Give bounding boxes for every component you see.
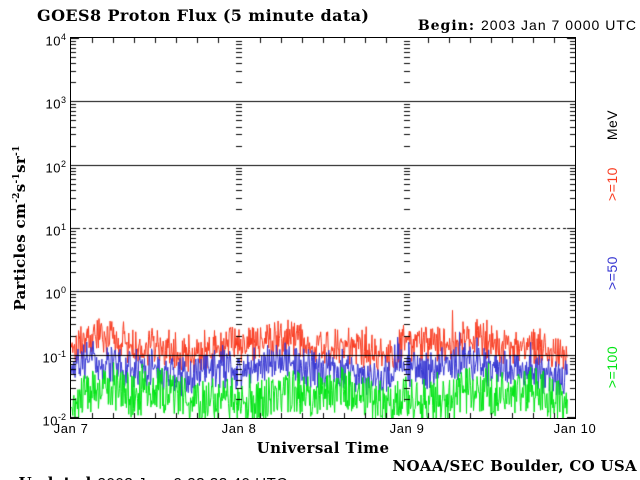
y-tick-label: 100: [45, 285, 66, 302]
y-tick-label: 10-2: [42, 412, 66, 429]
begin-value: 2003 Jan 7 0000 UTC: [481, 17, 637, 33]
flux-plot-canvas: [71, 38, 575, 418]
legend-units-mev: MeV: [604, 109, 620, 141]
y-tick-label: 101: [45, 222, 66, 239]
begin-time: Begin: 2003 Jan 7 0000 UTC: [418, 17, 637, 34]
begin-label: Begin:: [417, 18, 476, 34]
legend-entry-ge10: >=10: [604, 167, 620, 201]
legend-entry-ge50: >=50: [604, 256, 620, 290]
y-tick-label: 102: [45, 158, 66, 175]
x-tick-label: Jan 7: [53, 421, 89, 436]
x-tick-label: Jan 9: [389, 421, 425, 436]
plot-area: [70, 37, 576, 419]
updated-line: Updated 2003 Jan 9 23:33:40 UTC: [2, 457, 288, 480]
y-axis-label-part: -2: [12, 192, 22, 203]
noaa-credit: NOAA/SEC Boulder, CO USA: [392, 457, 637, 475]
y-axis-label-part: -1: [12, 145, 22, 156]
y-tick-label: 104: [45, 32, 66, 49]
y-axis-label-part: s: [11, 183, 29, 193]
x-tick-label: Jan 8: [221, 421, 257, 436]
y-tick-label: 10-1: [42, 348, 66, 365]
updated-value: 2003 Jan 9 23:33:40 UTC: [98, 475, 288, 480]
legend-entry-ge100: >=100: [604, 345, 620, 389]
chart-title: GOES8 Proton Flux (5 minute data): [37, 6, 370, 25]
y-axis-label-part: -1: [12, 172, 22, 184]
y-tick-label: 103: [45, 95, 66, 112]
x-axis-title: Universal Time: [256, 439, 390, 457]
updated-label: Updated: [19, 474, 92, 480]
x-tick-label: Jan 10: [553, 421, 597, 436]
